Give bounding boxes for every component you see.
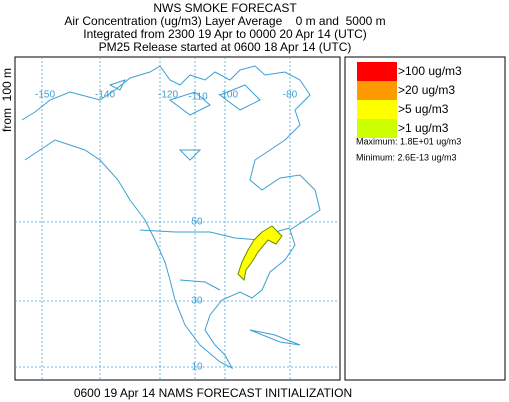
coastline	[21, 65, 321, 370]
lat-label: 50	[191, 217, 203, 228]
map: -150 -140 -120 -110 -100 -80 50 30 10	[14, 56, 341, 381]
legend-label: >100 ug/m3	[398, 64, 462, 78]
legend-swatch	[357, 81, 397, 100]
minimum: Minimum: 2.6E-13 ug/m3	[356, 152, 457, 162]
legend-label: >20 ug/m3	[398, 83, 455, 97]
lat-label: 30	[191, 296, 203, 307]
islands	[108, 79, 301, 346]
grid: -150 -140 -120 -110 -100 -80 50 30 10	[15, 57, 340, 380]
lon-label: -110	[188, 92, 208, 103]
smoke-plume	[237, 225, 283, 282]
lon-label: -100	[218, 90, 238, 101]
subtitle-line: PM25 Release started at 0600 18 Apr 14 (…	[99, 40, 352, 54]
legend-label: >5 ug/m3	[398, 102, 449, 116]
legend-label: >1 ug/m3	[398, 121, 449, 135]
lon-label: -80	[283, 90, 298, 101]
maximum: Maximum: 1.8E+01 ug/m3	[356, 136, 461, 146]
footer: 0600 19 Apr 14 NAMS FORECAST INITIALIZAT…	[74, 386, 352, 400]
lat-label: 10	[191, 362, 203, 373]
lon-label: -140	[95, 90, 115, 101]
lon-label: -120	[158, 90, 178, 101]
legend-swatch	[357, 100, 397, 119]
lon-label: -150	[35, 90, 55, 101]
legend-swatch	[357, 119, 397, 138]
map-frame	[14, 56, 341, 381]
legend: >100 ug/m3 >20 ug/m3 >5 ug/m3 >1 ug/m3 Maxi…	[344, 56, 506, 381]
legend-swatch	[357, 62, 397, 81]
subtitle-line: Integrated from 2300 19 Apr to 0000 20 A…	[83, 27, 367, 41]
legend-items: >100 ug/m3 >20 ug/m3 >5 ug/m3 >1 ug/m3	[357, 62, 462, 138]
side-label: from 100 m	[0, 68, 14, 132]
subtitle-line: Air Concentration (ug/m3) Layer Average …	[64, 14, 385, 28]
title: NWS SMOKE FORECAST	[153, 1, 297, 15]
